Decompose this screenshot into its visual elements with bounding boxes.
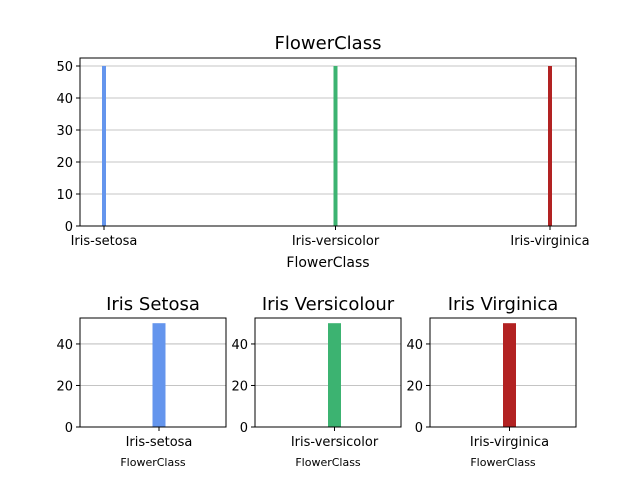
versicolour-chart-x-axis: Iris-versicolor [291,427,379,450]
versicolour-chart-title: Iris Versicolour [262,294,395,315]
virginica-chart-bar-iris-virginica [503,323,516,427]
main-chart-y-tick-label: 0 [65,220,73,235]
versicolour-chart-bar-iris-versicolor [328,323,341,427]
virginica-chart-frame [429,317,577,428]
main-chart-bar-iris-virginica [548,66,552,226]
main-chart-x-axis: Iris-setosa Iris-versicolor Iris-virginica [71,226,590,249]
setosa-chart-x-axis: Iris-setosa [126,427,193,450]
virginica-chart-y-axis: 0 20 40 [406,338,430,436]
main-chart-x-label: FlowerClass [286,255,369,271]
main-chart-frame [79,57,577,227]
versicolour-chart: Iris Versicolour 0 20 40 Iris-versicolor F… [231,294,402,469]
main-chart-x-tick-label: Iris-versicolor [292,234,380,249]
versicolour-chart-x-tick-label: Iris-versicolor [291,435,379,450]
main-chart-y-tick-label: 30 [56,124,73,139]
main-chart-x-tick-label: Iris-virginica [510,234,589,249]
versicolour-chart-y-tick-label: 20 [231,379,248,394]
virginica-chart-x-tick-label: Iris-virginica [470,435,549,450]
setosa-chart-bar-iris-setosa [152,323,166,427]
setosa-chart: Iris Setosa 0 20 40 Iris-setosa FlowerClas… [56,294,227,469]
main-chart-y-tick-label: 20 [56,156,73,171]
setosa-chart-x-tick-label: Iris-setosa [126,435,193,450]
virginica-chart-y-tick-label: 0 [415,421,423,436]
main-chart-title: FlowerClass [275,33,382,54]
versicolour-chart-y-tick-label: 0 [240,421,248,436]
virginica-chart-y-tick-label: 20 [406,379,423,394]
setosa-chart-frame [79,317,227,428]
main-chart-bar-iris-versicolor [333,66,338,226]
main-chart-bars [102,66,552,226]
virginica-chart-title: Iris Virginica [448,294,559,315]
setosa-chart-y-tick-label: 20 [56,379,73,394]
main-chart-y-tick-label: 50 [56,60,73,75]
main-chart-x-tick-label: Iris-setosa [71,234,138,249]
versicolour-chart-y-tick-label: 40 [231,338,248,353]
setosa-chart-y-tick-label: 40 [56,338,73,353]
main-chart-gridlines [80,65,576,195]
versicolour-chart-bars [328,323,341,427]
setosa-chart-x-label: FlowerClass [120,456,186,469]
setosa-chart-title: Iris Setosa [106,294,200,315]
setosa-chart-bars [152,323,166,427]
versicolour-chart-frame [254,317,402,428]
setosa-chart-y-axis: 0 20 40 [56,338,80,436]
versicolour-chart-y-axis: 0 20 40 [231,338,255,436]
setosa-chart-y-tick-label: 0 [65,421,73,436]
virginica-chart-x-axis: Iris-virginica [470,427,549,450]
main-chart-y-tick-label: 40 [56,92,73,107]
virginica-chart: Iris Virginica 0 20 40 Iris-virginica Flow… [406,294,577,469]
versicolour-chart-x-label: FlowerClass [295,456,361,469]
virginica-chart-y-tick-label: 40 [406,338,423,353]
virginica-chart-bars [503,323,516,427]
main-chart-bar-iris-setosa [102,66,106,226]
main-chart-y-tick-label: 10 [56,188,73,203]
virginica-chart-x-label: FlowerClass [470,456,536,469]
main-chart-y-axis: 0 10 20 30 40 50 [56,60,80,235]
